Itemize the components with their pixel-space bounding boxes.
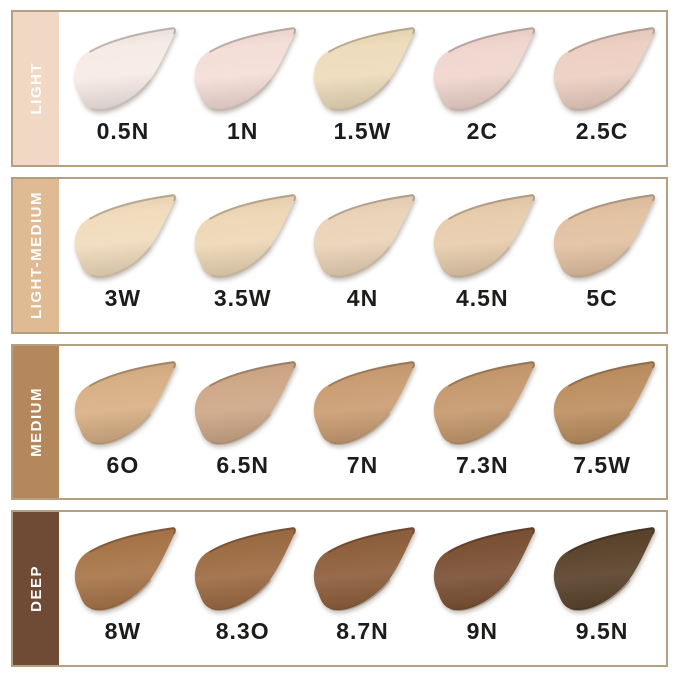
shade-cell: 7.5W	[542, 346, 662, 499]
shade-label: 1N	[226, 118, 259, 144]
shade-cell: 2.5C	[542, 12, 662, 165]
category-sidebar: LIGHT-MEDIUM	[13, 178, 59, 332]
foundation-smear	[434, 194, 536, 278]
shade-cell: 9.5N	[542, 512, 662, 665]
foundation-smear	[314, 27, 416, 111]
shade-row-light: LIGHT 0.5N 1N 1.5W 2C 2.5C	[11, 10, 668, 167]
shade-cell: 1N	[183, 12, 303, 165]
shade-cell: 3W	[63, 179, 183, 332]
shade-label: 2C	[466, 118, 498, 144]
shade-cell: 4N	[303, 179, 423, 332]
foundation-smear	[74, 527, 176, 612]
category-sidebar: MEDIUM	[13, 345, 59, 499]
shade-label: 6.5N	[216, 451, 269, 478]
shade-cell: 4.5N	[422, 179, 542, 332]
shade-label: 3.5W	[213, 284, 272, 311]
shade-label: 4.5N	[455, 284, 509, 311]
foundation-smear	[74, 194, 176, 278]
category-label: LIGHT	[27, 62, 45, 115]
shade-label: 8W	[104, 618, 142, 645]
foundation-smear	[314, 360, 416, 445]
shade-cell: 3.5W	[183, 179, 303, 332]
shade-label: 8.3O	[215, 618, 270, 645]
shade-cell: 1.5W	[303, 12, 423, 165]
foundation-smear	[314, 194, 416, 278]
swatch-list: 0.5N 1N 1.5W 2C 2.5C	[59, 12, 666, 165]
shade-label: 9.5N	[575, 618, 629, 645]
shade-cell: 8.3O	[183, 512, 303, 665]
foundation-smear	[194, 27, 296, 111]
shade-label: 9N	[466, 618, 498, 645]
shade-label: 4N	[346, 284, 379, 311]
category-label: LIGHT-MEDIUM	[27, 191, 45, 320]
shade-cell: 6.5N	[183, 346, 303, 499]
shade-label: 7.3N	[455, 451, 509, 478]
shade-label: 7.5W	[573, 451, 631, 478]
shade-label: 0.5N	[96, 118, 150, 144]
foundation-smear	[553, 527, 656, 612]
shade-label: 5C	[586, 284, 618, 311]
shade-row-light-medium: LIGHT-MEDIUM 3W 3.5W 4N 4.5N 5C	[11, 176, 668, 334]
shade-label: 2.5C	[575, 118, 629, 144]
shade-label: 1.5W	[333, 118, 392, 144]
shade-cell: 6O	[63, 346, 183, 499]
shade-cell: 7N	[303, 346, 423, 499]
shade-cell: 8W	[63, 512, 183, 665]
swatch-list: 6O 6.5N 7N 7.3N 7.5W	[59, 346, 666, 499]
shade-cell: 2C	[422, 12, 542, 165]
category-label: DEEP	[27, 565, 45, 613]
foundation-smear	[434, 360, 536, 445]
foundation-smear	[74, 360, 176, 445]
swatch-list: 8W 8.3O 8.7N 9N 9.5N	[59, 512, 666, 665]
category-sidebar: DEEP	[13, 512, 59, 665]
shade-label: 7N	[346, 451, 379, 478]
foundation-smear	[314, 527, 416, 612]
shade-label: 3W	[104, 284, 142, 311]
foundation-smear	[434, 27, 536, 111]
foundation-smear	[553, 194, 656, 278]
foundation-smear	[74, 27, 176, 111]
category-label: MEDIUM	[27, 386, 45, 457]
shade-cell: 5C	[542, 179, 662, 332]
shade-row-medium: MEDIUM 6O 6.5N 7N 7.3N 7.5W	[11, 343, 668, 501]
foundation-smear	[194, 527, 296, 612]
shade-cell: 8.7N	[303, 512, 423, 665]
foundation-smear	[194, 194, 296, 278]
shade-row-deep: DEEP 8W 8.3O 8.7N 9N 9.5N	[11, 510, 668, 667]
swatch-list: 3W 3.5W 4N 4.5N 5C	[59, 179, 666, 332]
shade-cell: 7.3N	[422, 346, 542, 499]
foundation-smear	[553, 360, 656, 445]
shade-cell: 0.5N	[63, 12, 183, 165]
shade-cell: 9N	[422, 512, 542, 665]
shade-label: 8.7N	[336, 618, 389, 645]
shade-label: 6O	[106, 451, 140, 478]
foundation-smear	[194, 360, 296, 445]
category-sidebar: LIGHT	[13, 12, 59, 165]
foundation-smear	[434, 527, 536, 612]
foundation-smear	[553, 27, 656, 111]
